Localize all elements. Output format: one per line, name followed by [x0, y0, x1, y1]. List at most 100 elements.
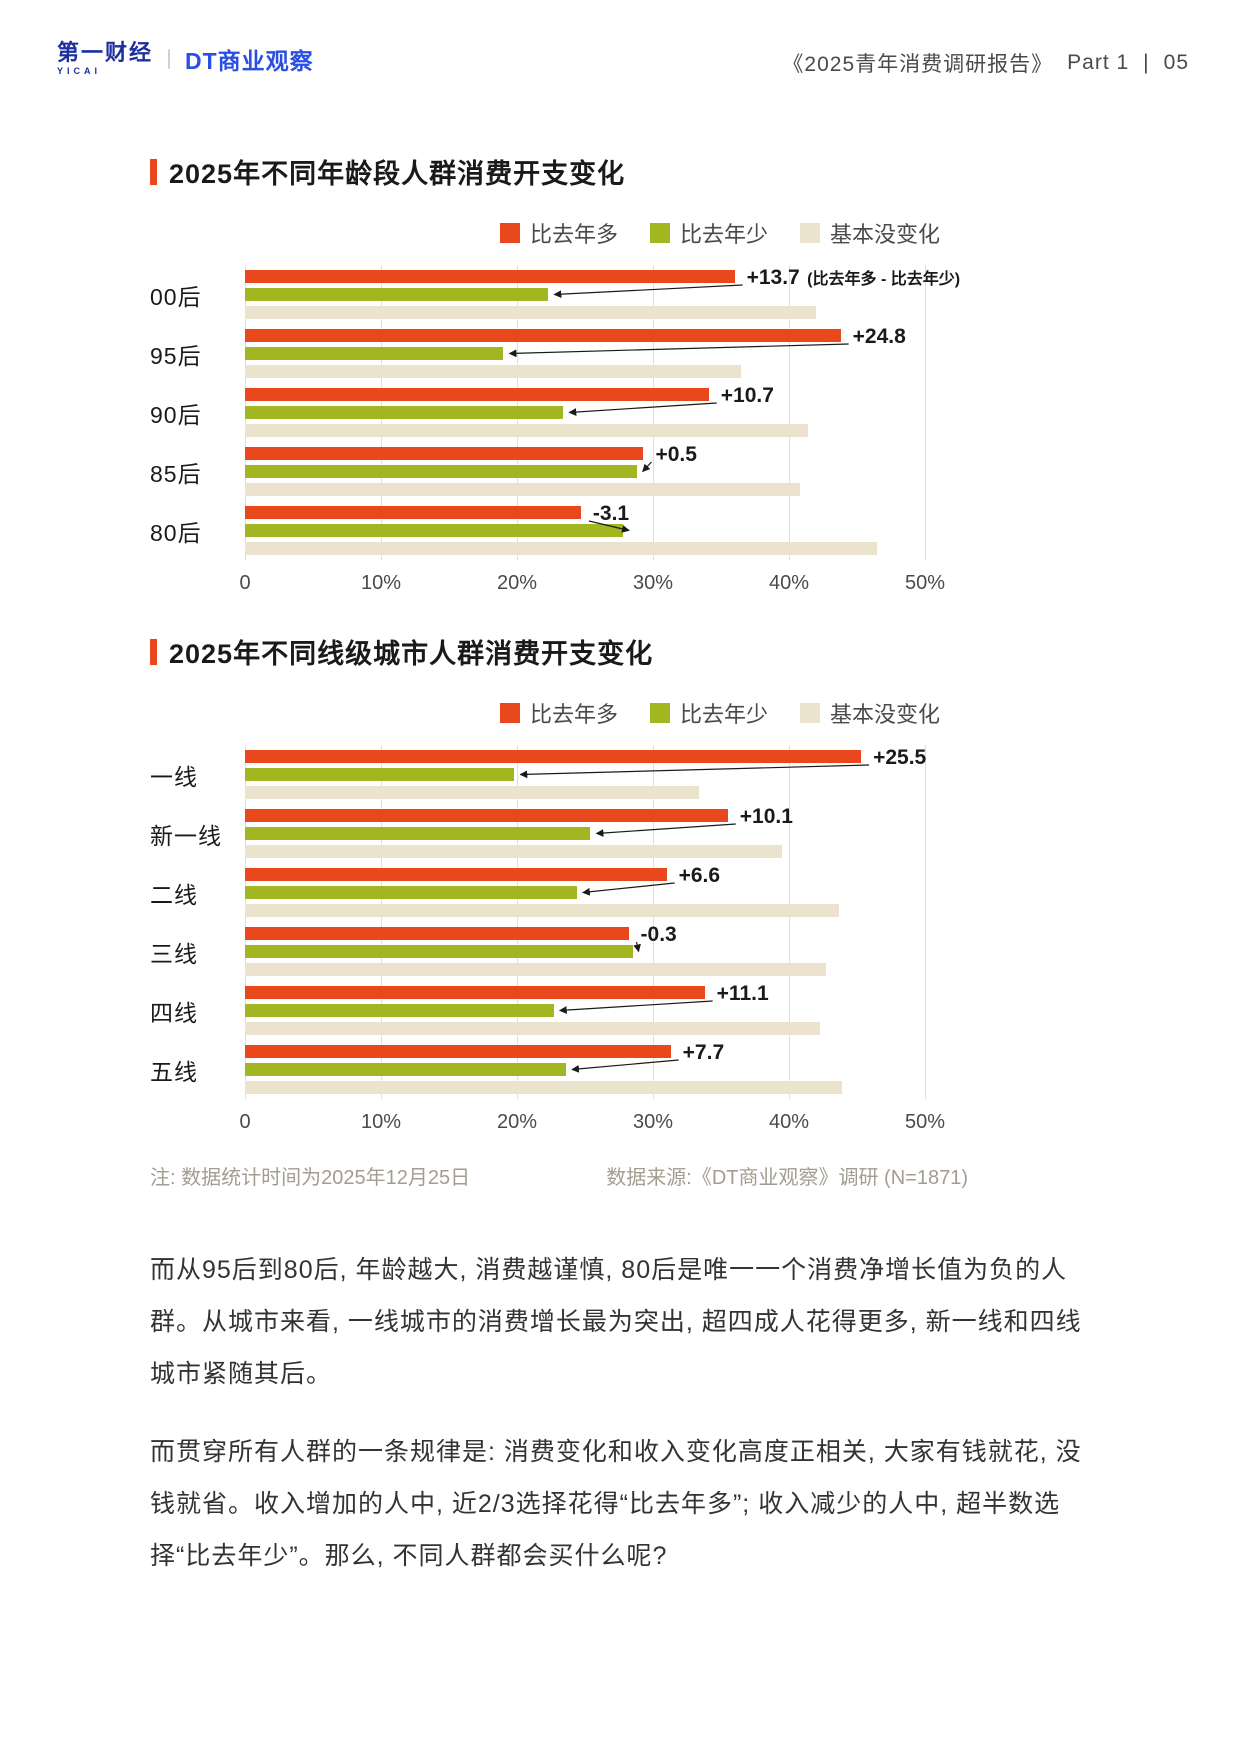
chart-section-age: 2025年不同年龄段人群消费开支变化 比去年多 比去年少 基本没变化 00后 +1… — [150, 152, 960, 602]
paragraph: 而从95后到80后, 年龄越大, 消费越谨慎, 80后是唯一一个消费净增长值为负… — [150, 1256, 1082, 1388]
yicai-logo: 第一财经 YICAI — [57, 42, 153, 76]
bar-same — [245, 483, 800, 496]
delta-annotation: -3.1 — [592, 502, 630, 525]
part-label: Part 1 — [1067, 51, 1130, 74]
axis-tick-label: 20% — [496, 1111, 538, 1133]
bar-less — [245, 406, 564, 419]
chart-title-city: 2025年不同线级城市人群消费开支变化 — [150, 632, 940, 671]
chart-title-age: 2025年不同年龄段人群消费开支变化 — [150, 152, 940, 191]
bar-more — [245, 868, 667, 881]
bar-more — [245, 927, 629, 940]
axis-tick-label: 50% — [904, 572, 946, 594]
legend-swatch-same — [799, 223, 820, 243]
gridline — [925, 265, 926, 560]
dt-observation-logo: DT商业观察 — [185, 48, 314, 74]
yicai-logo-text: 第一财经 — [57, 40, 154, 65]
category-label: 四线 — [150, 999, 198, 1026]
delta-annotation: +11.1 — [716, 982, 769, 1005]
bar-more — [245, 809, 728, 822]
x-axis-city: 0 10% 20% 30% 40% 50% — [150, 1099, 945, 1141]
category-label: 00后 — [150, 283, 202, 310]
legend-swatch-more — [499, 223, 520, 243]
axis-tick-label: 0 — [239, 1111, 251, 1133]
bar-chart-age: 00后 +13.7 (比去年多 - 比去年少) 95后 +24.8 90后 +10.7 85… — [150, 265, 960, 560]
bar-same — [245, 963, 826, 976]
category-label: 五线 — [150, 1058, 198, 1085]
axis-tick-label: 40% — [768, 1111, 810, 1133]
bar-less — [245, 288, 549, 301]
bar-same — [245, 904, 840, 917]
bar-less — [245, 945, 633, 958]
bar-less — [245, 524, 624, 537]
delta-annotation: +10.7 — [720, 384, 774, 407]
legend-item-same: 基本没变化 — [799, 217, 940, 249]
gridline — [381, 745, 382, 1099]
legend-label-less: 比去年少 — [679, 702, 768, 727]
legend-item-less: 比去年少 — [649, 217, 768, 249]
chart-section-city: 2025年不同线级城市人群消费开支变化 比去年多 比去年少 基本没变化 一线 +2… — [150, 632, 945, 1141]
bar-more — [245, 329, 841, 342]
logo-group: 第一财经 YICAI DT商业观察 — [57, 42, 314, 76]
bar-more — [245, 986, 705, 999]
category-label: 三线 — [150, 940, 198, 967]
legend-swatch-less — [649, 703, 670, 723]
legend-swatch-same — [799, 703, 820, 723]
delta-annotation: +24.8 — [852, 325, 906, 348]
legend-item-same: 基本没变化 — [799, 697, 940, 729]
category-label: 95后 — [150, 342, 202, 369]
page-number: 05 — [1163, 51, 1189, 74]
category-label: 90后 — [150, 401, 202, 428]
delta-annotation: -0.3 — [640, 923, 677, 946]
bar-same — [245, 365, 742, 378]
axis-tick-label: 30% — [632, 1111, 674, 1133]
axis-tick-label: 40% — [768, 572, 810, 594]
bar-less — [245, 827, 591, 840]
source-text: 数据来源:《DT商业观察》调研 (N=1871) — [606, 1167, 968, 1189]
bar-more — [245, 270, 735, 283]
report-header-meta: 《2025青年消费调研报告》 Part 1 | 05 — [782, 42, 1189, 78]
x-axis-age: 0 10% 20% 30% 40% 50% — [150, 560, 945, 602]
bar-more — [245, 1045, 671, 1058]
gridline — [925, 745, 926, 1099]
bar-same — [245, 845, 783, 858]
legend-item-less: 比去年少 — [649, 697, 768, 729]
paragraph: 而贯穿所有人群的一条规律是: 消费变化和收入变化高度正相关, 大家有钱就花, 没… — [150, 1438, 1082, 1570]
header-divider: | — [1143, 51, 1150, 74]
delta-annotation: +10.1 — [739, 805, 793, 828]
legend-label-same: 基本没变化 — [829, 702, 940, 727]
chart-title-text: 2025年不同线级城市人群消费开支变化 — [169, 639, 654, 669]
delta-annotation: +6.6 — [678, 864, 721, 887]
bar-less — [245, 1004, 554, 1017]
category-label: 新一线 — [150, 822, 222, 849]
bar-same — [245, 786, 700, 799]
legend-age: 比去年多 比去年少 基本没变化 — [150, 217, 940, 249]
logo-divider — [168, 49, 171, 69]
bar-same — [245, 424, 809, 437]
axis-tick-label: 50% — [904, 1111, 946, 1133]
chart-title-text: 2025年不同年龄段人群消费开支变化 — [169, 159, 626, 189]
gridline — [245, 745, 246, 1099]
bar-same — [245, 1022, 821, 1035]
yicai-logo-subtext: YICAI — [57, 66, 102, 76]
bar-same — [245, 542, 878, 555]
bar-same — [245, 306, 817, 319]
legend-label-less: 比去年少 — [679, 222, 768, 247]
legend-item-more: 比去年多 — [499, 697, 618, 729]
category-label: 80后 — [150, 519, 202, 546]
bar-less — [245, 886, 577, 899]
title-accent-bar — [150, 638, 157, 665]
category-label: 一线 — [150, 763, 198, 790]
legend-swatch-less — [649, 223, 670, 243]
bar-same — [245, 1081, 843, 1094]
gridline — [789, 265, 790, 560]
delta-annotation: +0.5 — [655, 443, 697, 466]
bar-chart-city: 一线 +25.5 新一线 +10.1 二线 +6.6 三线 -0.3 四线 +11.1 五线 +7.7 — [150, 745, 940, 1099]
bar-more — [245, 750, 862, 763]
bar-less — [245, 1063, 566, 1076]
bar-less — [245, 465, 637, 478]
category-label: 85后 — [150, 460, 202, 487]
legend-city: 比去年多 比去年少 基本没变化 — [150, 697, 940, 729]
legend-label-same: 基本没变化 — [829, 222, 940, 247]
category-label: 二线 — [150, 881, 198, 908]
delta-annotation: +7.7 — [682, 1041, 725, 1064]
